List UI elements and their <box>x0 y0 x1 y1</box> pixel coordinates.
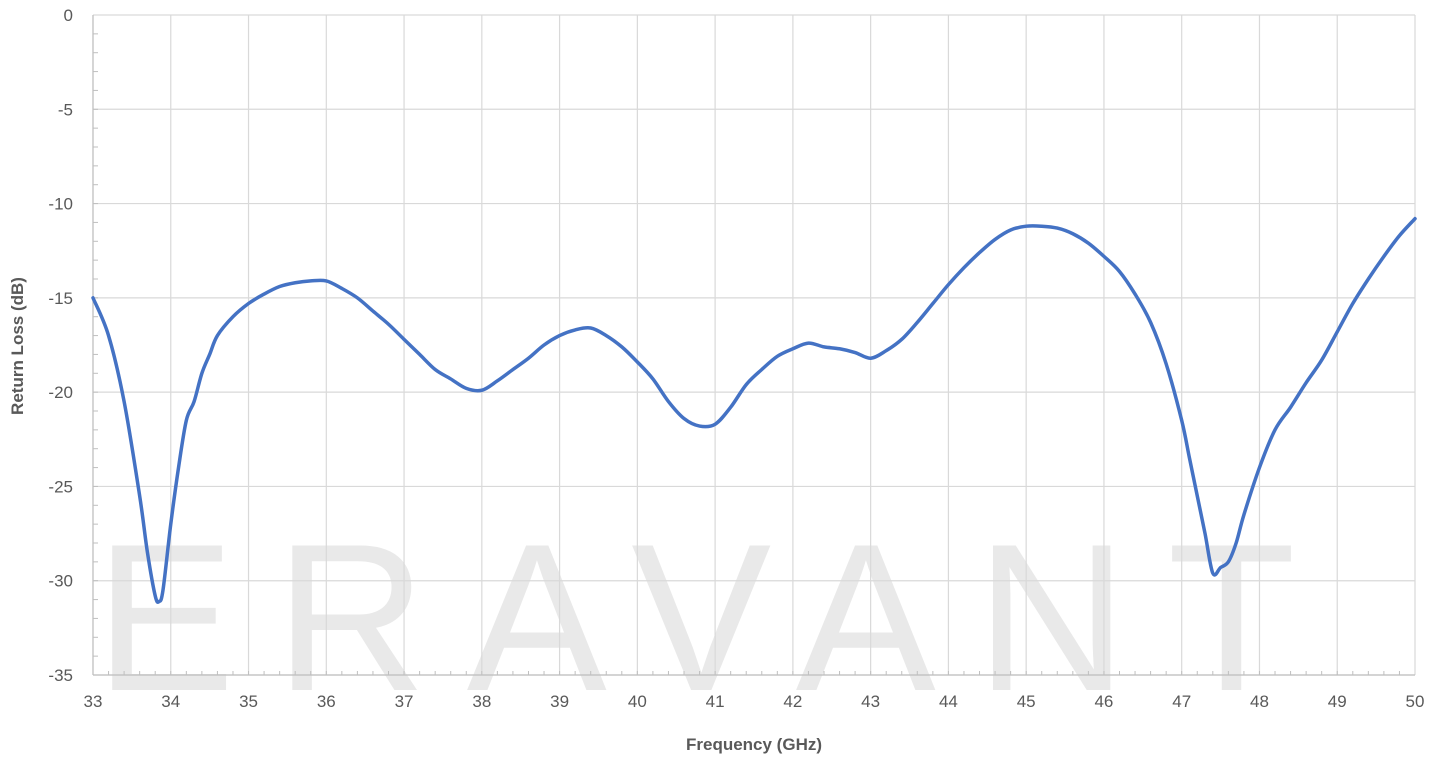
minor-ticks <box>92 33 1400 676</box>
y-axis-title: Return Loss (dB) <box>8 277 27 415</box>
y-tick-label: -35 <box>48 666 73 685</box>
x-tick-label: 48 <box>1250 692 1269 711</box>
y-tick-label: -5 <box>58 100 73 119</box>
x-tick-label: 39 <box>550 692 569 711</box>
axes <box>92 15 1415 676</box>
y-tick-label: -10 <box>48 195 73 214</box>
x-tick-label: 37 <box>395 692 414 711</box>
x-tick-label: 42 <box>783 692 802 711</box>
y-tick-label: -15 <box>48 289 73 308</box>
x-tick-label: 33 <box>84 692 103 711</box>
series-line-0 <box>91 216 1417 604</box>
tick-labels: 33 34 35 36 37 38 39 40 41 42 43 44 45 46 47 48 49 50 0 -5 -… <box>48 6 1424 711</box>
x-tick-label: 49 <box>1328 692 1347 711</box>
x-tick-label: 44 <box>939 692 958 711</box>
y-tick-label: -30 <box>48 572 73 591</box>
x-tick-label: 36 <box>317 692 336 711</box>
watermark-text: ERAVANT <box>95 500 1336 735</box>
x-tick-label: 50 <box>1406 692 1425 711</box>
y-tick-label: -20 <box>48 383 73 402</box>
x-tick-label: 38 <box>472 692 491 711</box>
series-group <box>91 216 1417 604</box>
x-tick-label: 34 <box>161 692 180 711</box>
x-tick-label: 46 <box>1094 692 1113 711</box>
x-tick-label: 35 <box>239 692 258 711</box>
x-axis-title: Frequency (GHz) <box>686 735 822 754</box>
x-tick-label: 47 <box>1172 692 1191 711</box>
x-tick-label: 43 <box>861 692 880 711</box>
x-tick-label: 45 <box>1017 692 1036 711</box>
x-tick-label: 41 <box>706 692 725 711</box>
x-tick-label: 40 <box>628 692 647 711</box>
y-tick-label: 0 <box>64 6 73 25</box>
y-tick-label: -25 <box>48 477 73 496</box>
